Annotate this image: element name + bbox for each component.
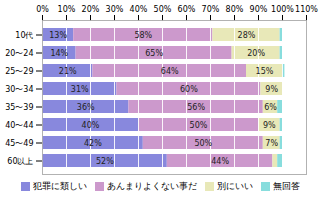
svg-text:40%: 40% [82, 121, 100, 130]
svg-text:50%: 50% [190, 121, 208, 130]
svg-text:80%: 80% [226, 5, 244, 14]
svg-text:30〜34: 30〜34 [5, 85, 33, 94]
html-text:犯罪に類しい: 犯罪に類しい [32, 181, 87, 191]
svg-text:100%: 100% [271, 5, 294, 14]
html-text:無回答: 無回答 [272, 181, 300, 191]
svg-text:10代: 10代 [15, 31, 33, 40]
svg-text:0%: 0% [36, 5, 49, 14]
svg-text:50%: 50% [194, 139, 212, 148]
svg-text:45〜49: 45〜49 [5, 139, 33, 148]
svg-text:42%: 42% [84, 139, 102, 148]
svg-text:20%: 20% [82, 5, 100, 14]
svg-text:65%: 65% [145, 49, 163, 58]
svg-text:21%: 21% [59, 67, 77, 76]
svg-text:31%: 31% [71, 85, 89, 94]
svg-text:20%: 20% [247, 49, 265, 58]
svg-text:28%: 28% [238, 31, 256, 40]
svg-text:15%: 15% [256, 67, 274, 76]
svg-text:7%: 7% [265, 139, 278, 148]
svg-text:60以上: 60以上 [7, 157, 33, 166]
svg-text:13%: 13% [49, 31, 67, 40]
svg-text:90%: 90% [250, 5, 268, 14]
svg-text:60%: 60% [180, 85, 198, 94]
svg-text:110%: 110% [295, 5, 318, 14]
svg-text:9%: 9% [263, 121, 276, 130]
svg-text:36%: 36% [77, 103, 95, 112]
svg-text:40〜44: 40〜44 [5, 121, 33, 130]
svg-text:60%: 60% [178, 5, 196, 14]
svg-text:64%: 64% [161, 67, 179, 76]
svg-text:9%: 9% [265, 85, 278, 94]
svg-text:30%: 30% [106, 5, 124, 14]
svg-text:44%: 44% [211, 157, 229, 166]
svg-text:40%: 40% [130, 5, 148, 14]
html-text:別にいい: 別にいい [216, 181, 253, 191]
html-text:あんまりよくない事だ: あんまりよくない事だ [106, 181, 197, 191]
svg-text:52%: 52% [96, 157, 114, 166]
svg-text:10%: 10% [58, 5, 76, 14]
svg-text:35〜39: 35〜39 [5, 103, 33, 112]
svg-text:25〜29: 25〜29 [5, 67, 33, 76]
svg-text:56%: 56% [187, 103, 205, 112]
svg-text:50%: 50% [154, 5, 172, 14]
svg-text:14%: 14% [50, 49, 68, 58]
svg-text:20〜24: 20〜24 [5, 49, 33, 58]
svg-text:70%: 70% [202, 5, 220, 14]
svg-text:6%: 6% [264, 103, 277, 112]
svg-text:58%: 58% [134, 31, 152, 40]
